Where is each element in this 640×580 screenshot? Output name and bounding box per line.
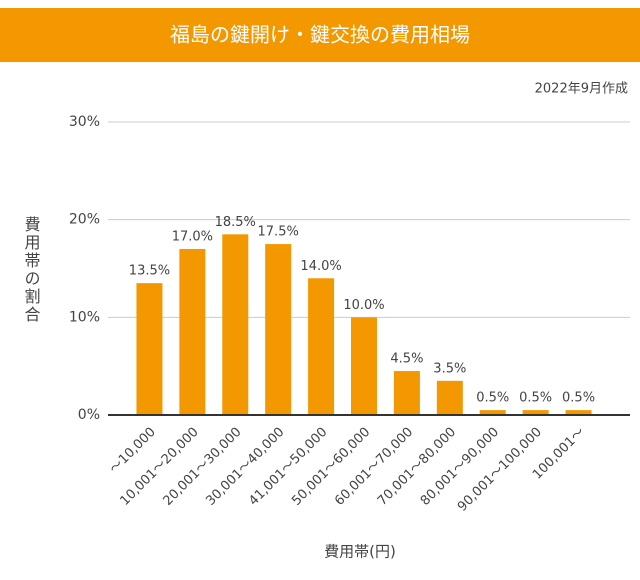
x-tick-label: 10,001〜20,000 — [118, 425, 202, 509]
bar — [265, 244, 292, 415]
title-banner — [0, 8, 640, 62]
y-tick-label: 30% — [69, 114, 100, 130]
bar — [522, 410, 549, 415]
value-label: 0.5% — [519, 391, 552, 406]
y-tick-label: 20% — [69, 212, 100, 228]
value-label: 17.0% — [172, 229, 213, 244]
value-label: 0.5% — [476, 391, 509, 406]
bar — [308, 278, 335, 415]
bar — [479, 410, 506, 415]
y-axis-label: 費用帯の割合 — [22, 216, 41, 324]
bar — [436, 380, 463, 415]
bar — [351, 317, 377, 415]
bar — [565, 410, 592, 415]
x-tick-label: 70,001〜80,000 — [375, 425, 459, 509]
x-tick-label: 50,001〜60,000 — [289, 425, 373, 509]
value-label: 3.5% — [433, 361, 466, 376]
x-tick-label: 80,001〜90,000 — [418, 425, 502, 509]
value-label: 10.0% — [343, 298, 384, 313]
x-axis-label: 費用帯(円) — [324, 543, 396, 561]
value-label: 14.0% — [300, 259, 341, 274]
bar — [179, 248, 206, 415]
value-label: 18.5% — [215, 215, 256, 230]
bar — [136, 283, 163, 415]
x-tick-label: 20,001〜30,000 — [160, 425, 244, 509]
bar — [393, 371, 420, 415]
value-label: 0.5% — [562, 391, 595, 406]
x-tick-label: 60,001〜70,000 — [332, 425, 416, 509]
bar — [222, 234, 249, 415]
x-tick-label: 30,001〜40,000 — [203, 425, 287, 509]
value-label: 13.5% — [129, 264, 170, 279]
x-tick-label: 41,001〜50,000 — [246, 425, 330, 509]
chart-subtitle: 2022年9月作成 — [535, 82, 628, 97]
value-label: 17.5% — [258, 225, 299, 240]
y-tick-label: 10% — [69, 309, 100, 325]
value-label: 4.5% — [390, 352, 423, 367]
y-tick-label: 0% — [78, 407, 100, 423]
chart-title: 福島の鍵開け・鍵交換の費用相場 — [170, 23, 470, 47]
